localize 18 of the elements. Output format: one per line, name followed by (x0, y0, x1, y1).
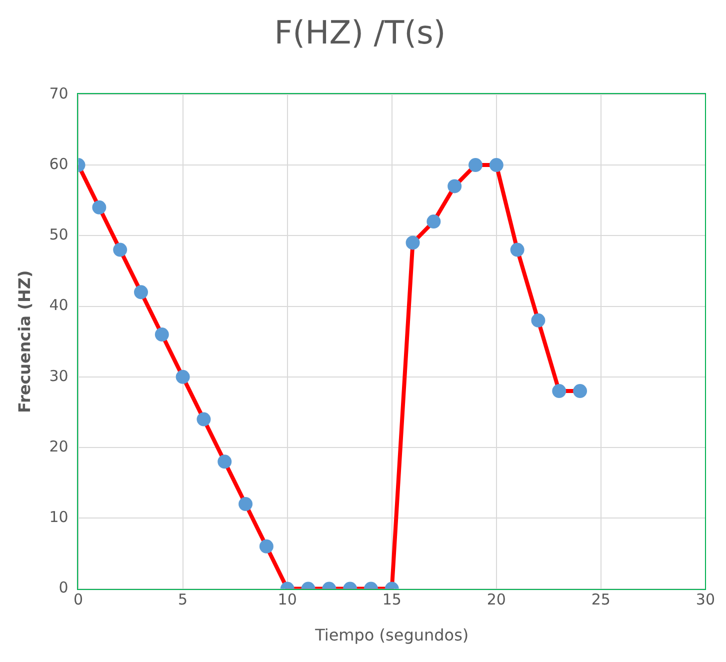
x-tick-label: 25 (591, 590, 610, 609)
y-tick-label: 60 (49, 154, 68, 173)
y-tick-label: 10 (49, 508, 68, 526)
chart-title: F(HZ) /T(s) (274, 14, 446, 52)
x-tick-label: 0 (74, 590, 84, 609)
y-tick-label: 0 (58, 578, 68, 597)
y-tick-label: 40 (49, 296, 68, 314)
y-tick-label: 50 (49, 226, 68, 244)
x-tick-label: 15 (382, 590, 402, 609)
y-tick-label: 20 (49, 437, 68, 456)
x-axis-title: Tiempo (segundos) (314, 626, 469, 645)
y-axis-title: Frecuencia (HZ) (14, 270, 34, 413)
x-tick-label: 5 (178, 590, 188, 609)
y-tick-label: 30 (49, 366, 68, 385)
x-tick-label: 10 (278, 590, 297, 609)
x-tick-label: 20 (486, 590, 506, 609)
y-tick-label: 70 (49, 84, 68, 102)
x-tick-label: 30 (696, 590, 716, 609)
